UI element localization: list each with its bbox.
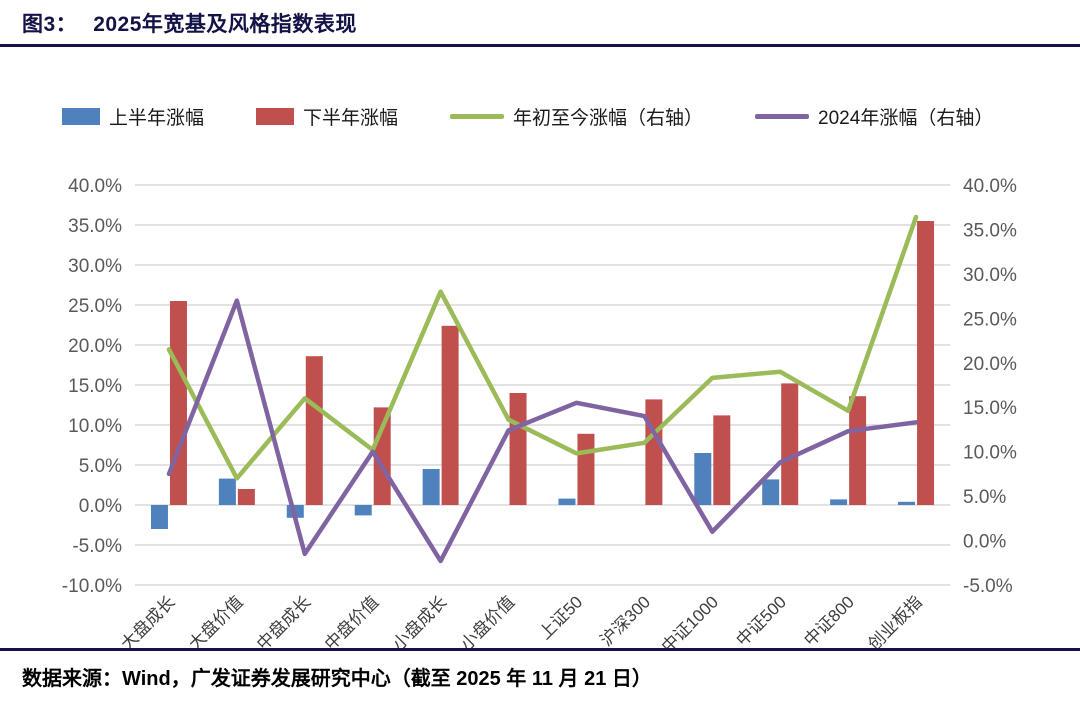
left-axis-tick: 25.0% [68, 296, 122, 317]
x-axis-label: 中证1000 [658, 592, 722, 656]
left-axis-tick: 0.0% [79, 496, 122, 517]
legend-bar-swatch [256, 108, 295, 125]
legend-item-2: 年初至今涨幅（右轴） [450, 103, 703, 130]
right-axis-tick: 10.0% [963, 443, 1017, 464]
legend-label: 下半年涨幅 [303, 108, 399, 129]
left-axis-tick: 40.0% [68, 176, 122, 197]
bar-series-1 [577, 433, 595, 505]
left-axis-tick: 30.0% [68, 256, 122, 277]
bar-series-1 [373, 407, 391, 505]
bar-series-0 [354, 505, 372, 516]
legend-label: 2024年涨幅（右轴） [818, 108, 994, 129]
figure-label: 图3： [22, 13, 78, 36]
right-axis-tick: 25.0% [963, 309, 1017, 330]
bar-series-1 [509, 393, 527, 505]
bar-series-0 [694, 453, 712, 505]
bar-series-0 [762, 479, 780, 505]
legend-label: 年初至今涨幅（右轴） [513, 108, 704, 129]
left-axis-tick: -10.0% [62, 576, 122, 597]
bar-series-0 [422, 469, 440, 505]
bar-series-0 [898, 501, 916, 505]
x-axis-label: 创业板指 [864, 592, 926, 654]
right-axis-tick: 0.0% [963, 532, 1006, 553]
figure-title: 2025年宽基及风格指数表现 [93, 13, 357, 36]
chart-legend: 上半年涨幅 下半年涨幅 年初至今涨幅（右轴） 2024年涨幅（右轴） [62, 103, 993, 130]
left-axis-tick: 15.0% [68, 376, 122, 397]
bar-series-1 [781, 383, 799, 505]
bar-series-0 [218, 478, 236, 505]
right-axis-tick: 35.0% [963, 220, 1017, 241]
x-axis-label: 小盘成长 [389, 592, 451, 654]
x-axis-label: 沪深300 [597, 592, 655, 650]
line-series-0 [166, 214, 919, 481]
right-axis-tick: 20.0% [963, 354, 1017, 375]
x-axis-label: 中证800 [800, 592, 858, 650]
footer-divider [0, 648, 1080, 651]
bar-series-1 [441, 325, 459, 505]
legend-line-swatch [450, 114, 505, 119]
right-axis-tick: 30.0% [963, 265, 1017, 286]
bar-series-1 [849, 396, 867, 505]
x-axis-label: 中证500 [732, 592, 790, 650]
left-axis-tick: 35.0% [68, 216, 122, 237]
title-divider [0, 44, 1080, 47]
left-axis-tick: -5.0% [72, 536, 122, 557]
figure-title-row: 图3： 2025年宽基及风格指数表现 [22, 8, 357, 38]
legend-label: 上半年涨幅 [109, 108, 205, 129]
bar-series-1 [169, 301, 187, 505]
right-axis-tick: 5.0% [963, 487, 1006, 508]
data-source: 数据来源：Wind，广发证券发展研究中心（截至 2025 年 11 月 21 日… [22, 668, 652, 690]
bar-series-1 [713, 415, 731, 505]
bar-series-1 [917, 221, 935, 505]
left-axis-tick: 5.0% [79, 456, 122, 477]
legend-item-1: 下半年涨幅 [256, 103, 398, 130]
right-axis-tick: 15.0% [963, 398, 1017, 419]
x-axis-label: 大盘价值 [185, 592, 247, 654]
left-axis-tick: 20.0% [68, 336, 122, 357]
x-axis-label: 小盘价值 [457, 592, 519, 654]
right-axis-tick: -5.0% [963, 576, 1013, 597]
x-axis-label: 中盘成长 [253, 592, 315, 654]
legend-item-3: 2024年涨幅（右轴） [755, 103, 993, 130]
bar-series-0 [830, 499, 848, 505]
bar-series-1 [305, 356, 323, 505]
bar-series-0 [150, 505, 168, 529]
legend-line-swatch [755, 114, 810, 119]
x-axis-label: 上证50 [535, 592, 586, 643]
legend-item-0: 上半年涨幅 [62, 103, 204, 130]
x-axis-label: 中盘价值 [321, 592, 383, 654]
bar-series-1 [645, 399, 663, 505]
x-axis-label: 大盘成长 [117, 592, 179, 654]
legend-bar-swatch [62, 108, 100, 125]
left-axis-tick: 10.0% [68, 416, 122, 437]
bar-series-0 [558, 498, 576, 505]
right-axis-tick: 40.0% [963, 176, 1017, 197]
line-series-1 [166, 298, 919, 564]
bar-series-1 [237, 489, 255, 505]
